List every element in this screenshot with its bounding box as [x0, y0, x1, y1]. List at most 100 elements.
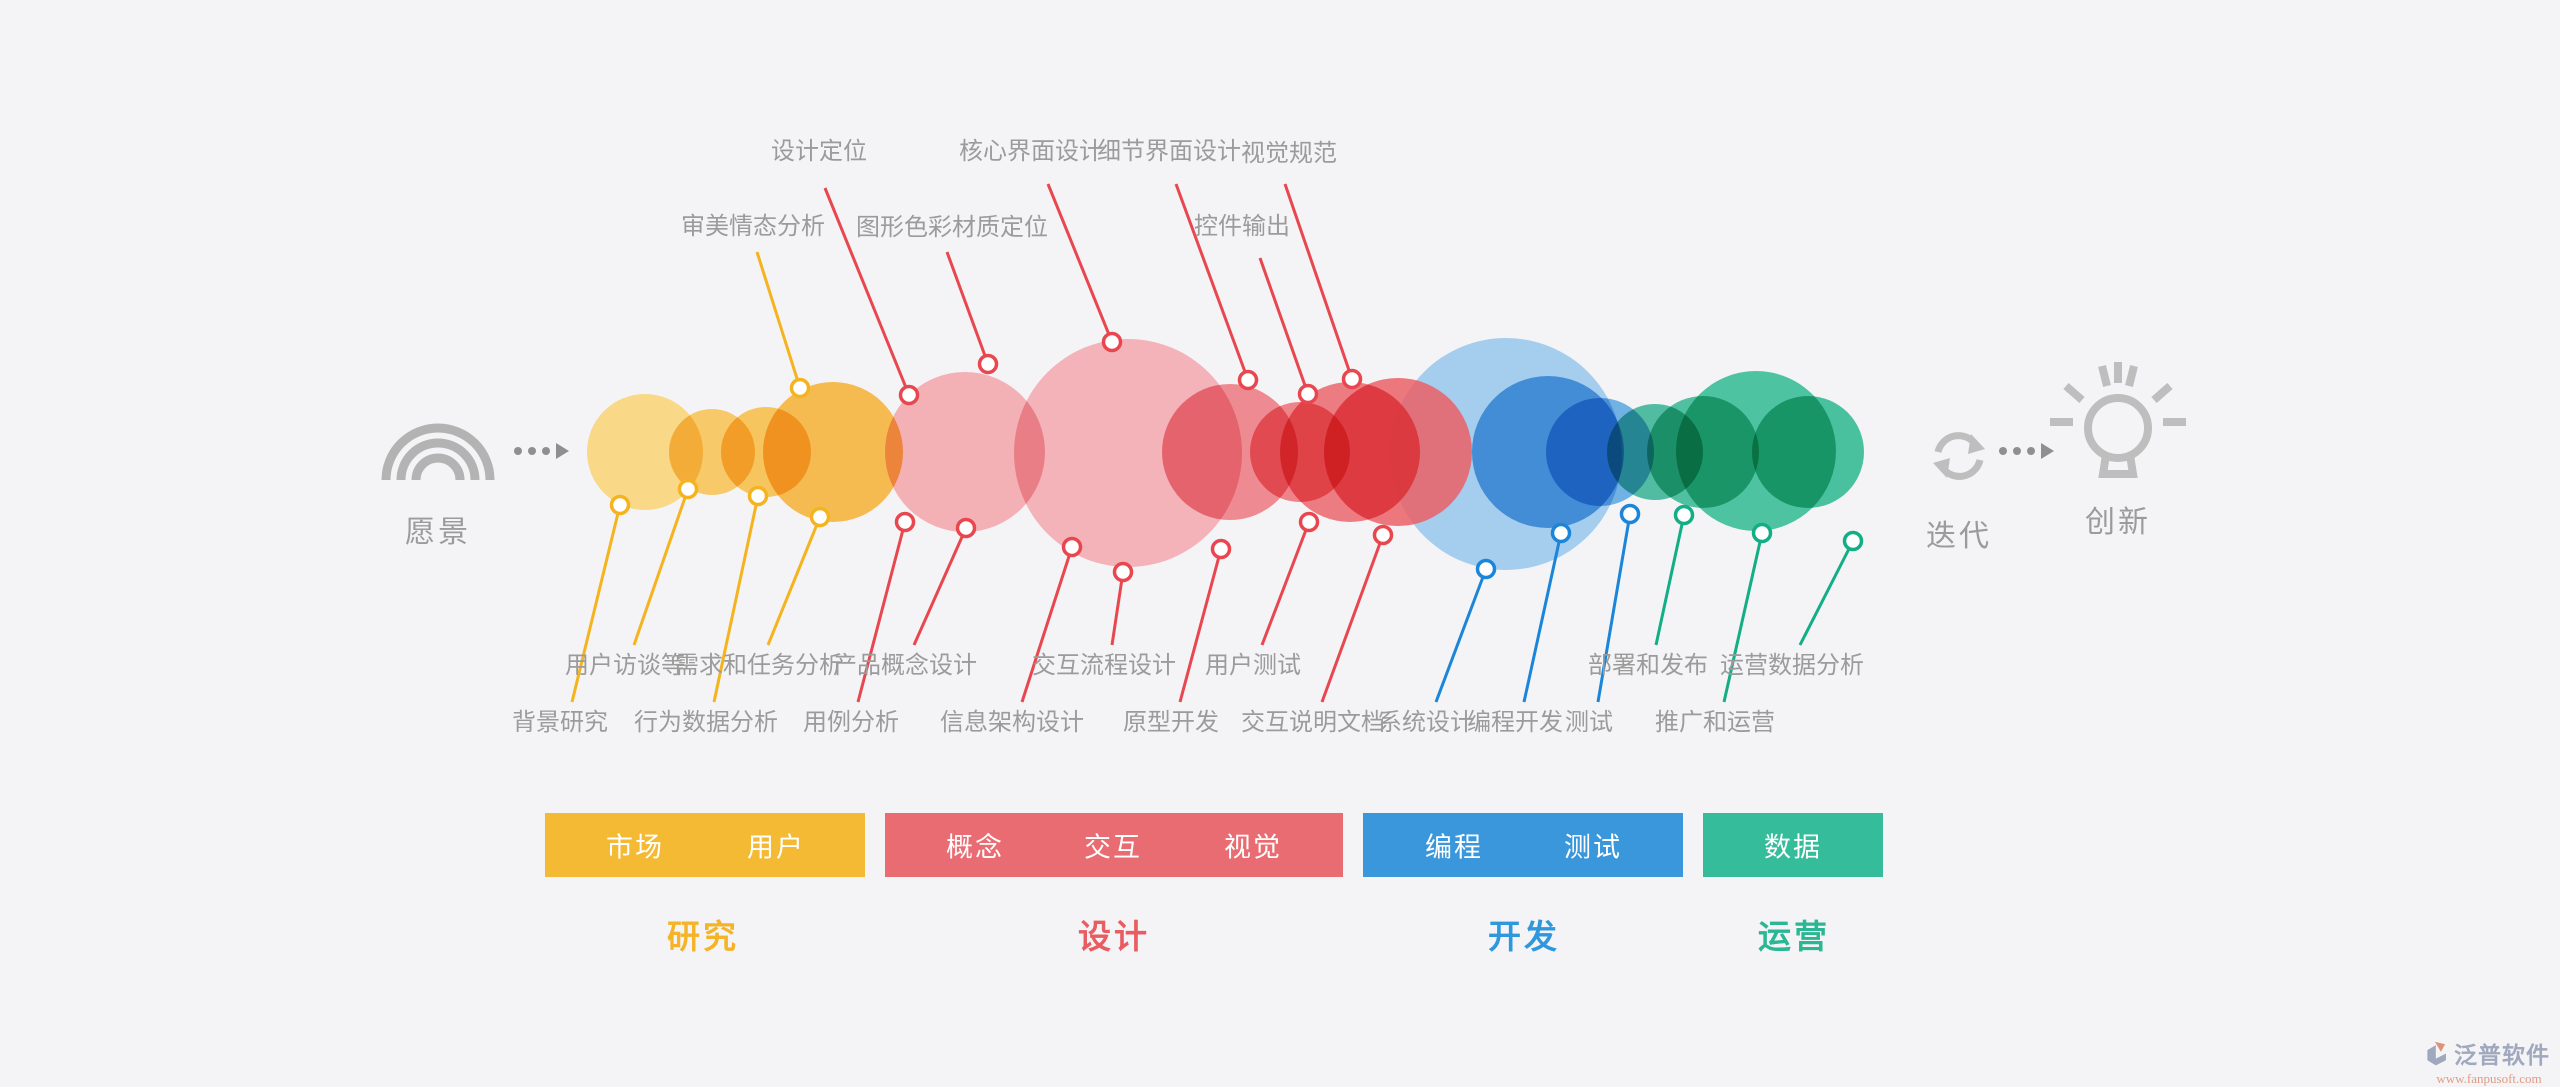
stage-label: 部署和发布	[1588, 652, 1708, 679]
node-marker	[1061, 536, 1083, 558]
refresh-icon	[1933, 432, 1985, 480]
bar-label: 数据	[1764, 832, 1822, 863]
bottom-leader: 部署和发布	[1588, 504, 1708, 679]
rainbow-icon	[381, 423, 495, 481]
leader-line	[1110, 571, 1125, 646]
stage-label: 需求和任务分析	[675, 652, 843, 679]
phase-develop: 开发	[1488, 918, 1560, 955]
node-marker	[977, 353, 999, 375]
leader-line	[1798, 540, 1855, 646]
top-leader: 控件输出	[1194, 213, 1319, 405]
stage-circle	[1014, 339, 1242, 567]
node-marker	[809, 506, 831, 528]
leader-line	[1178, 548, 1223, 703]
leader-line	[1283, 183, 1354, 380]
bottom-leader: 行为数据分析	[634, 485, 778, 736]
node-marker	[898, 384, 920, 406]
bar-label: 市场	[606, 832, 664, 863]
lightbulb-icon	[2050, 362, 2186, 478]
top-leader: 审美情态分析	[681, 213, 825, 399]
node-marker	[1101, 331, 1123, 353]
leader-line	[1654, 514, 1686, 646]
leader-line	[1260, 521, 1311, 646]
node-marker	[1673, 504, 1695, 526]
flow-arrow-icon	[514, 443, 569, 459]
node-marker	[1372, 524, 1394, 546]
node-marker	[1751, 522, 1773, 544]
leader-line	[1046, 183, 1114, 343]
stage-label: 核心界面设计	[959, 138, 1103, 165]
node-marker	[677, 478, 699, 500]
stage-label: 背景研究	[512, 709, 608, 736]
bar-label: 交互	[1084, 832, 1142, 863]
node-marker	[1475, 558, 1497, 580]
bar-label: 用户	[747, 832, 805, 863]
leader-line	[945, 251, 990, 365]
stage-label: 用户测试	[1205, 652, 1301, 679]
iterate-block: 迭代	[1904, 424, 2014, 555]
bottom-leader: 原型开发	[1123, 538, 1232, 736]
stage-label: 用户访谈等	[565, 652, 685, 679]
watermark-name: 泛普软件	[2454, 1042, 2550, 1068]
stage-label: 行为数据分析	[634, 709, 778, 736]
top-leader: 细节界面设计	[1097, 138, 1259, 391]
phase-design: 设计	[1078, 918, 1150, 955]
leader-line	[1434, 568, 1488, 703]
research-bar: 市场 用户	[545, 813, 865, 877]
stage-label: 信息架构设计	[940, 709, 1084, 736]
node-marker	[609, 494, 631, 516]
bar-label: 编程	[1425, 832, 1483, 863]
leader-line	[1258, 257, 1310, 395]
stage-label: 运营数据分析	[1720, 652, 1864, 679]
top-leader: 设计定位	[771, 138, 920, 406]
stage-label: 编程开发	[1467, 709, 1563, 736]
stage-label: 产品概念设计	[833, 652, 977, 679]
leader-line	[570, 504, 622, 703]
phase-research: 研究	[667, 918, 739, 955]
node-marker	[789, 377, 811, 399]
bar-label: 测试	[1564, 832, 1622, 863]
vision-block: 愿景	[372, 414, 504, 551]
leader-line	[1722, 532, 1764, 703]
watermark: 泛普软件 www.fanpusoft.com	[2424, 1036, 2554, 1087]
leader-line	[1320, 534, 1385, 703]
bottom-leader: 背景研究	[512, 494, 631, 736]
stage-label: 测试	[1565, 709, 1613, 736]
cool-circles-group	[1390, 338, 1864, 570]
node-marker	[1550, 522, 1572, 544]
vision-label: 愿景	[405, 516, 471, 549]
watermark-url: www.fanpusoft.com	[2436, 1071, 2542, 1086]
fanpu-logo-icon	[2427, 1041, 2446, 1065]
stage-circle	[587, 394, 703, 510]
node-marker	[1298, 511, 1320, 533]
bottom-leader: 用户测试	[1205, 511, 1320, 679]
bottom-leader: 交互说明文档	[1241, 524, 1394, 736]
stage-circle	[885, 372, 1045, 532]
stage-circle	[1752, 396, 1864, 508]
stage-label: 审美情态分析	[681, 213, 825, 240]
bottom-leader: 运营数据分析	[1720, 530, 1864, 679]
bottom-leader: 需求和任务分析	[675, 506, 843, 679]
stage-label: 原型开发	[1123, 709, 1219, 736]
stage-label: 控件输出	[1194, 213, 1290, 240]
node-marker	[1619, 503, 1641, 525]
node-marker	[747, 485, 769, 507]
leader-line	[632, 488, 690, 646]
design-bar: 概念 交互 视觉	[885, 813, 1343, 877]
bottom-leader: 产品概念设计	[833, 517, 977, 679]
bottom-leader: 用例分析	[803, 511, 916, 736]
phase-operate: 运营	[1758, 918, 1830, 955]
innovate-label: 创新	[2085, 506, 2151, 539]
stage-circle	[1324, 378, 1472, 526]
stage-label: 细节界面设计	[1097, 138, 1241, 165]
node-marker	[955, 517, 977, 539]
stage-label: 设计定位	[771, 138, 867, 165]
stage-label: 图形色彩材质定位	[856, 214, 1048, 241]
top-leader: 核心界面设计	[959, 138, 1123, 353]
stage-circle	[763, 382, 903, 522]
top-leader: 图形色彩材质定位	[856, 214, 1048, 375]
stage-label: 交互流程设计	[1032, 652, 1176, 679]
leader-line	[912, 527, 968, 646]
node-marker	[1842, 530, 1864, 552]
bottom-leader: 推广和运营	[1655, 522, 1775, 736]
